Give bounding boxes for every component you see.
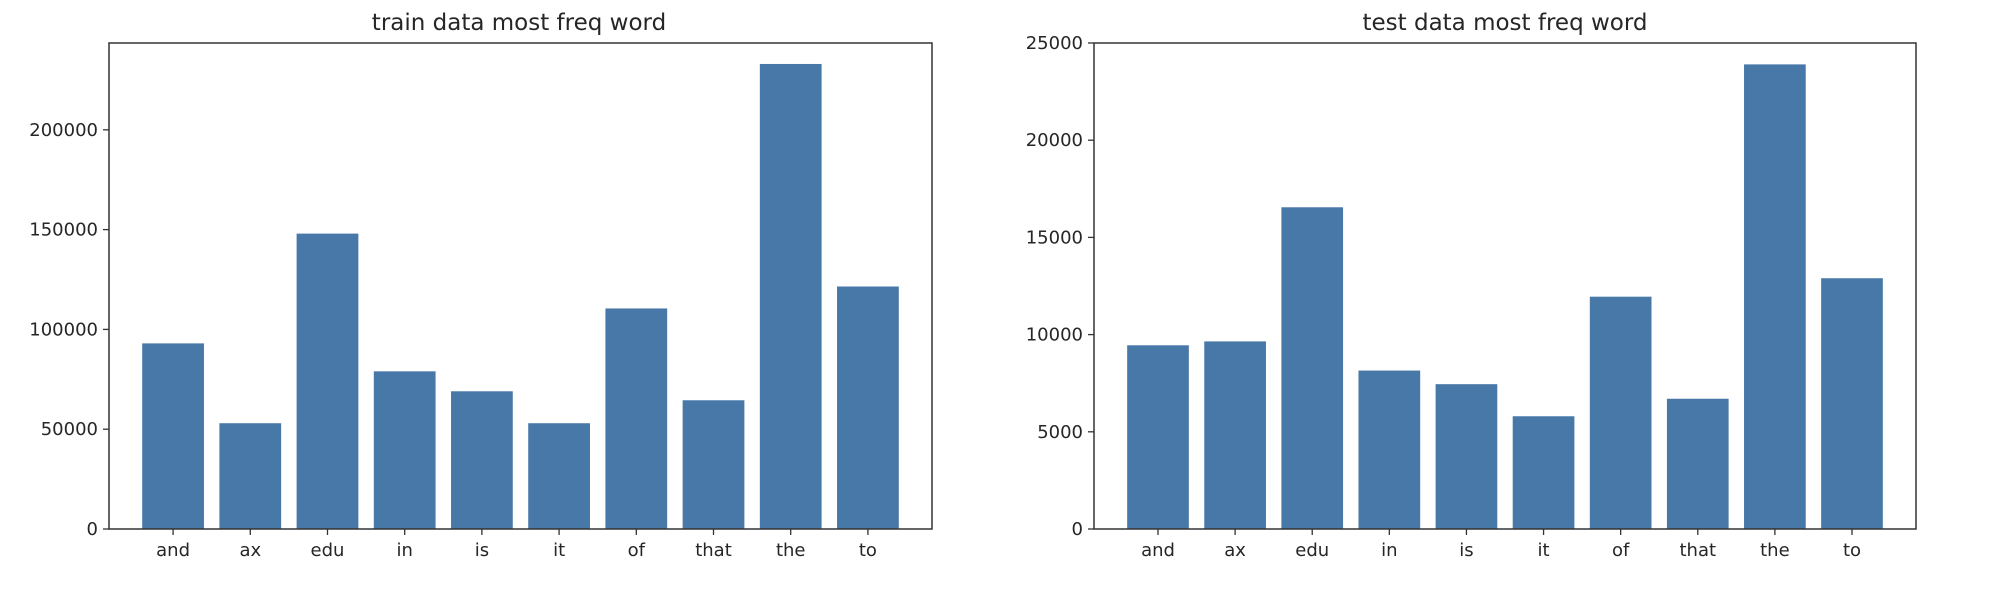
x-tick-label: in [1381, 540, 1397, 561]
y-tick-label: 10000 [1026, 325, 1083, 346]
x-tick-label: it [553, 540, 565, 561]
bar-the [759, 63, 822, 530]
x-tick-label: and [1141, 540, 1175, 561]
bar-ax [219, 423, 282, 529]
x-tick-label: ax [239, 540, 261, 561]
bar-is [1435, 384, 1498, 529]
x-tick-label: the [776, 540, 806, 561]
bar-edu [1281, 207, 1344, 529]
bar-it [1512, 416, 1575, 529]
x-tick-label: of [628, 540, 646, 561]
bar-that [682, 400, 745, 529]
x-tick-label: edu [311, 540, 345, 561]
bar-the [1744, 64, 1806, 529]
bar-in [1358, 370, 1421, 529]
bar-is [451, 391, 513, 529]
x-tick-label: to [1843, 540, 1861, 561]
x-tick-label: is [1459, 540, 1473, 561]
x-tick-label: the [1760, 540, 1790, 561]
x-tick-label: of [1612, 540, 1630, 561]
bar-to [837, 286, 899, 529]
y-tick-label: 25000 [1026, 33, 1083, 54]
x-tick-label: to [859, 540, 877, 561]
train-bar-chart: train data most freq word 0 50000 100000 15… [29, 10, 933, 561]
y-axis: 0 5000 10000 15000 20000 25000 [1026, 33, 1094, 540]
y-tick-label: 0 [1072, 519, 1083, 540]
x-tick-label: that [1679, 540, 1716, 561]
y-tick-label: 50000 [41, 419, 98, 440]
x-tick-label: edu [1295, 540, 1329, 561]
x-tick-label: in [396, 540, 412, 561]
bars-group [1127, 64, 1883, 529]
x-tick-label: that [695, 540, 732, 561]
bar-and [142, 343, 204, 529]
bar-of [1589, 296, 1652, 529]
y-tick-label: 150000 [29, 220, 98, 241]
bar-that [1666, 398, 1729, 529]
axes-frame [1093, 42, 1917, 530]
y-tick-label: 0 [87, 519, 98, 540]
bar-in [373, 371, 436, 529]
y-tick-label: 20000 [1026, 130, 1083, 151]
chart-title: test data most freq word [1362, 10, 1647, 36]
chart-title: train data most freq word [372, 10, 666, 36]
y-tick-label: 5000 [1037, 422, 1083, 443]
bar-it [528, 423, 590, 529]
bars-group [142, 63, 899, 530]
x-tick-label: and [156, 540, 190, 561]
bar-ax [1204, 341, 1266, 529]
axes-frame [108, 42, 933, 530]
y-tick-label: 15000 [1026, 227, 1083, 248]
bar-to [1821, 278, 1883, 529]
bar-edu [296, 233, 359, 530]
x-tick-label: ax [1224, 540, 1246, 561]
y-tick-label: 200000 [29, 120, 98, 141]
y-tick-label: 100000 [29, 319, 98, 340]
y-axis: 0 50000 100000 150000 200000 [29, 120, 109, 540]
x-axis: and ax edu in is it of that the to [1141, 529, 1861, 561]
x-tick-label: is [475, 540, 489, 561]
x-tick-label: it [1538, 540, 1550, 561]
bar-and [1127, 345, 1189, 529]
x-axis: and ax edu in is it of that the to [156, 529, 877, 561]
bar-of [605, 308, 668, 529]
